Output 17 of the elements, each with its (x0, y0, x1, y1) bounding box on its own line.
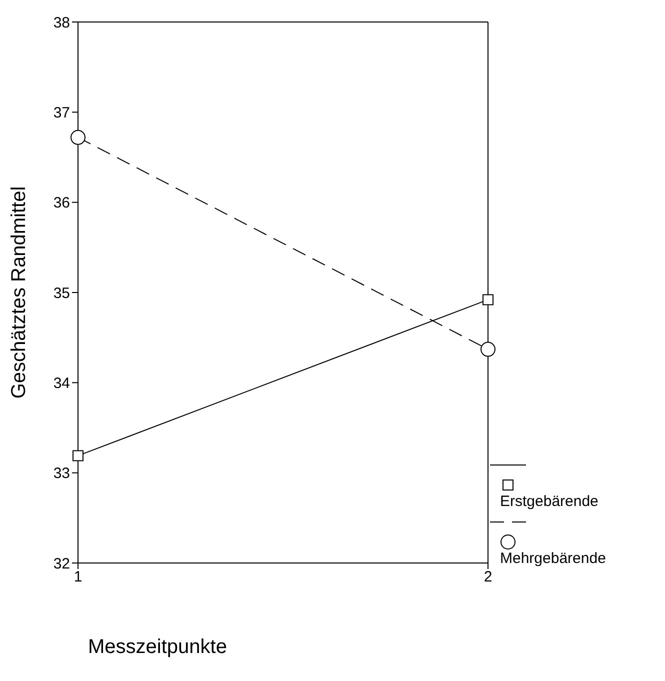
point (482, 294, 494, 306)
y-tick-label: 35 (53, 284, 70, 302)
x-axis-title: Messzeitpunkte (88, 636, 227, 658)
legend-label: Erstgebärende (500, 493, 600, 510)
y-tick-label: 33 (53, 465, 70, 482)
point (480, 342, 496, 357)
y-tick-label: 36 (53, 194, 70, 212)
y-tick-label: 38 (53, 14, 70, 32)
y-tick-label: 32 (53, 555, 70, 572)
y-tick-label: 34 (53, 374, 70, 392)
legend-label: Mehrgebärende (500, 550, 607, 567)
point (72, 450, 84, 462)
y-tick-label: 37 (53, 104, 70, 122)
point (70, 130, 86, 145)
y-axis-title: Geschätztes Randmittel (8, 186, 30, 399)
x-tick-label: 2 (484, 568, 492, 586)
x-tick-label: 1 (74, 568, 82, 586)
